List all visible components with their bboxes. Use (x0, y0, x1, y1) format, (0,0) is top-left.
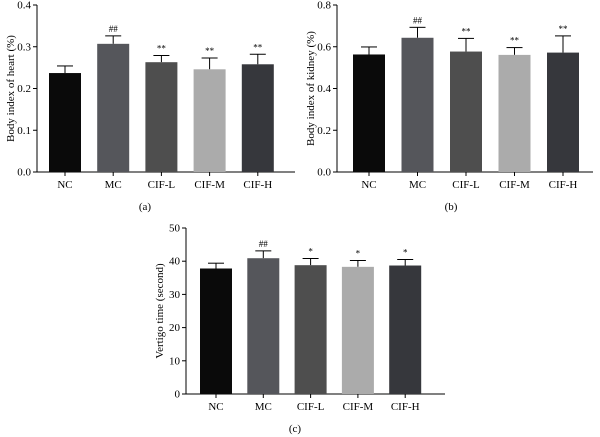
x-tick-label: CIF-L (148, 179, 176, 191)
y-tick-label: 0.0 (17, 167, 31, 179)
significance-label: * (403, 248, 408, 258)
y-axis-title: Body index of heart (%) (5, 35, 17, 142)
x-tick-label: CIF-L (297, 401, 325, 413)
x-tick-label: CIF-L (452, 179, 480, 191)
x-tick-label: CIF-M (343, 401, 374, 413)
y-tick-label: 20 (169, 322, 181, 334)
y-tick-label: 0.2 (17, 83, 31, 95)
significance-label: ** (559, 24, 569, 34)
y-tick-label: 0.0 (317, 167, 331, 179)
significance-label: ** (510, 36, 520, 46)
bar-nc (49, 73, 81, 172)
bar-cif-h (547, 52, 579, 172)
significance-label: * (356, 249, 361, 259)
y-tick-label: 0.4 (317, 83, 331, 95)
x-tick-label: NC (361, 179, 376, 191)
x-tick-label: CIF-M (499, 179, 530, 191)
x-tick-label: MC (409, 179, 426, 191)
significance-label: ## (413, 15, 423, 25)
bar-cif-m (193, 69, 226, 172)
y-tick-label: 0.2 (317, 125, 331, 137)
x-tick-label: MC (105, 179, 122, 191)
y-tick-label: 0.1 (17, 125, 31, 137)
panel-label: (b) (445, 201, 458, 213)
y-tick-label: 50 (169, 223, 181, 235)
panel-label: (c) (289, 423, 302, 435)
x-tick-label: CIF-M (194, 179, 225, 191)
y-tick-label: 10 (169, 355, 181, 367)
bar-cif-l (145, 62, 178, 173)
x-tick-label: MC (255, 401, 272, 413)
y-tick-label: 0.3 (17, 41, 31, 53)
y-tick-label: 40 (169, 256, 181, 268)
significance-label: * (308, 247, 313, 257)
significance-label: ** (205, 46, 215, 56)
chart-panel-2: 0.0 0.2 0.4 0.6 0.8 NC MC ## CIF-L ** CIF-M ** CIF-H… (305, 0, 593, 213)
bar-cif-h (241, 64, 274, 172)
bar-mc (247, 258, 280, 394)
bar-nc (200, 268, 232, 394)
significance-label: ## (259, 239, 269, 249)
y-tick-label: 0.4 (17, 0, 31, 12)
y-tick-label: 0.6 (317, 41, 331, 53)
bar-mc (401, 37, 434, 173)
bar-cif-m (341, 266, 374, 394)
bar-mc (97, 43, 130, 172)
x-tick-label: CIF-H (391, 401, 420, 413)
panel-label: (a) (139, 201, 152, 213)
x-tick-label: NC (57, 179, 72, 191)
y-tick-label: 0.8 (317, 0, 331, 12)
y-tick-label: 30 (169, 289, 181, 301)
y-axis-title: Body index of kidney (%) (305, 31, 317, 146)
bar-cif-h (389, 265, 422, 394)
bar-nc (353, 54, 385, 172)
significance-label: ## (109, 24, 119, 34)
chart-panel-1: 0.0 0.1 0.2 0.3 0.4 NC MC ## CIF-L ** CIF-M ** CIF-H… (5, 0, 295, 213)
bar-cif-m (498, 54, 531, 172)
y-tick-label: 0 (175, 389, 181, 401)
x-tick-label: CIF-H (549, 179, 578, 191)
bar-cif-l (294, 265, 327, 394)
x-tick-label: NC (208, 401, 223, 413)
bar-cif-l (450, 51, 482, 172)
significance-label: ** (462, 26, 472, 36)
significance-label: ** (157, 44, 167, 54)
chart-panel-3: 0 10 20 30 40 50 NC MC ## CIF-L * CIF-M * CIF-H * Verti… (154, 223, 445, 435)
y-axis-title: Vertigo time (second) (154, 263, 166, 359)
x-tick-label: CIF-H (243, 179, 272, 191)
significance-label: ** (253, 42, 263, 52)
